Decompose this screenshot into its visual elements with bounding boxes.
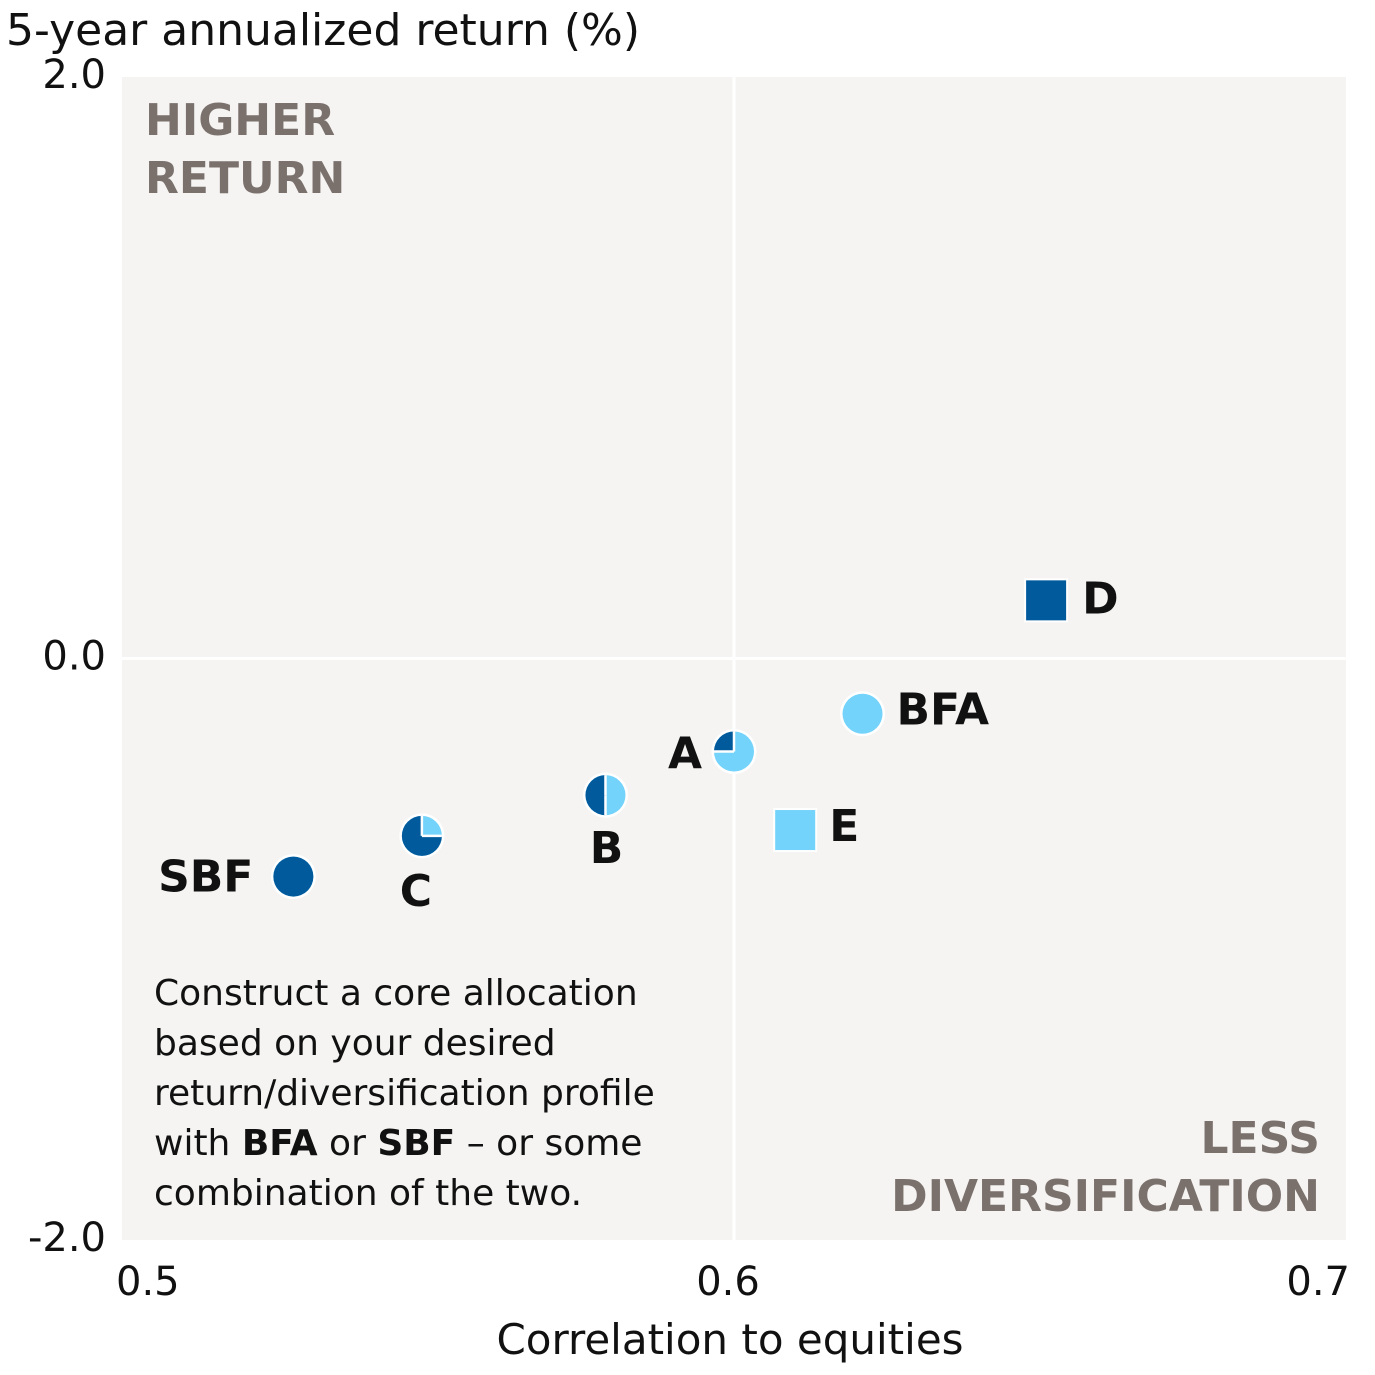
x-tick-label: 0.6 bbox=[696, 1259, 760, 1305]
quadrant-label-bottom-right: DIVERSIFICATION bbox=[891, 1171, 1320, 1222]
y-tick-label: -2.0 bbox=[28, 1215, 106, 1261]
annotation-segment: Construct a core allocation bbox=[154, 973, 638, 1014]
marker-dark-fill bbox=[273, 856, 314, 897]
data-point-c: C bbox=[399, 813, 445, 917]
x-axis-title: Correlation to equities bbox=[496, 1315, 963, 1364]
quadrant-label-top-left: RETURN bbox=[145, 153, 345, 204]
circle-marker bbox=[842, 693, 883, 734]
annotation-line: based on your desired bbox=[154, 1023, 556, 1064]
annotation-segment: BFA bbox=[242, 1123, 318, 1164]
point-label: E bbox=[829, 801, 859, 852]
annotation-line: with BFA or SBF – or some bbox=[154, 1123, 642, 1164]
point-label: B bbox=[590, 823, 624, 874]
data-point-b: B bbox=[582, 772, 628, 874]
annotation-segment: combination of the two. bbox=[154, 1173, 582, 1214]
marker-dark-wedge bbox=[585, 775, 606, 816]
square-marker bbox=[1026, 580, 1067, 621]
y-tick-label: 2.0 bbox=[42, 52, 106, 98]
quadrant-label-top-left: HIGHER bbox=[145, 95, 335, 146]
x-tick-label: 0.5 bbox=[116, 1259, 180, 1305]
point-label: C bbox=[400, 866, 432, 917]
annotation-line: Construct a core allocation bbox=[154, 973, 638, 1014]
data-point-d: D bbox=[1024, 573, 1119, 624]
data-point-a: A bbox=[668, 729, 757, 780]
x-tick-label: 0.7 bbox=[1286, 1259, 1350, 1305]
square-marker bbox=[775, 810, 816, 851]
quadrant-label-bottom-right: LESS bbox=[1201, 1113, 1321, 1164]
annotation-segment: or bbox=[318, 1123, 378, 1164]
y-tick-label: 0.0 bbox=[42, 634, 106, 680]
annotation-segment: based on your desired bbox=[154, 1023, 556, 1064]
point-label: A bbox=[668, 729, 702, 780]
annotation-line: return/diversification profile bbox=[154, 1073, 655, 1114]
annotation-segment: return/diversification profile bbox=[154, 1073, 655, 1114]
annotation-segment: with bbox=[154, 1123, 242, 1164]
data-point-sbf: SBF bbox=[158, 852, 316, 903]
point-label: SBF bbox=[158, 852, 253, 903]
data-point-bfa: BFA bbox=[840, 685, 989, 737]
annotation-line: combination of the two. bbox=[154, 1173, 582, 1214]
annotation-segment: SBF bbox=[377, 1123, 455, 1164]
annotation-segment: – or some bbox=[455, 1123, 642, 1164]
point-label: BFA bbox=[897, 685, 990, 736]
marker-dark-wedge bbox=[714, 731, 734, 752]
y-axis-title: 5-year annualized return (%) bbox=[6, 5, 640, 56]
point-label: D bbox=[1082, 573, 1119, 624]
data-point-e: E bbox=[773, 801, 859, 853]
